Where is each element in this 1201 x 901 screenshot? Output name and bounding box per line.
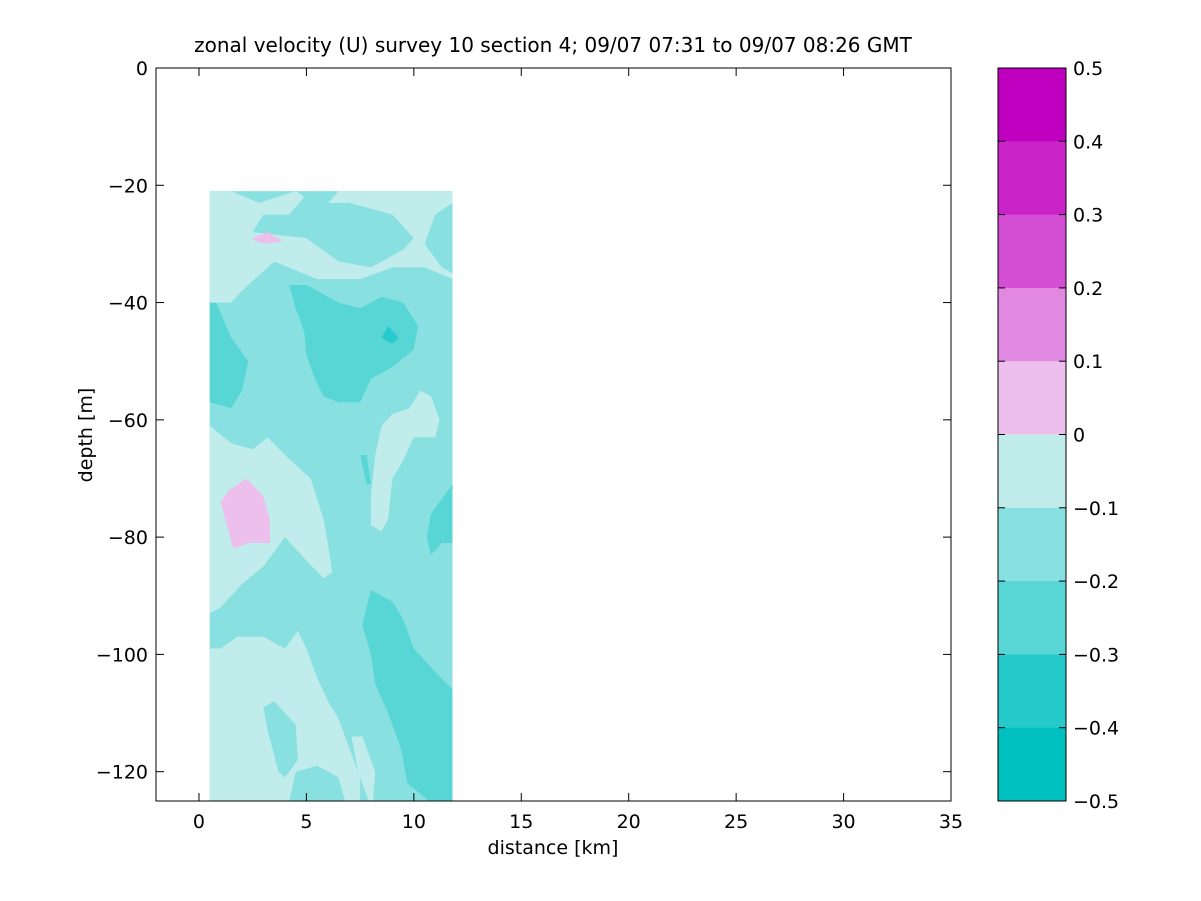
- x-tick-label: 30: [831, 811, 855, 833]
- y-tick-label: −120: [96, 762, 148, 784]
- y-tick-label: −80: [108, 527, 148, 549]
- contour-region: [209, 191, 453, 303]
- colorbar-level: [998, 581, 1066, 655]
- contour-region: [362, 589, 453, 801]
- colorbar-ticks: 0.5 0.4 0.3 0.2 0.1 0 −0.1 −0.2 −0.3 −0.4 −0.5: [998, 58, 1119, 813]
- colorbar-tick-label: 0.2: [1073, 278, 1103, 300]
- colorbar-level: [998, 68, 1066, 142]
- colorbar-level: [998, 507, 1066, 582]
- colorbar-tick-label: −0.1: [1073, 498, 1119, 520]
- x-tick-label: 5: [300, 811, 312, 833]
- colorbar: 0.5 0.4 0.3 0.2 0.1 0 −0.1 −0.2 −0.3 −0.4 −0.5: [997, 58, 1119, 813]
- plot-area: 0 5 10 15 20 25 30 35 0 −20 −40 −60 −80 −100 −120: [96, 58, 963, 833]
- colorbar-level: [998, 214, 1066, 289]
- contour-region: [252, 232, 283, 244]
- colorbar-tick-label: 0.3: [1073, 205, 1103, 227]
- colorbar-tick-label: 0.4: [1073, 131, 1103, 153]
- y-tick-label: −20: [108, 175, 148, 197]
- x-tick-label: 35: [939, 811, 963, 833]
- y-axis: 0 −20 −40 −60 −80 −100 −120: [96, 58, 951, 784]
- colorbar-tick-label: 0.5: [1073, 58, 1103, 80]
- y-tick-label: −40: [108, 293, 148, 315]
- chart-title: zonal velocity (U) survey 10 section 4; …: [194, 33, 913, 57]
- colorbar-tick-label: −0.4: [1073, 718, 1119, 740]
- x-tick-label: 15: [509, 811, 533, 833]
- x-axis: 0 5 10 15 20 25 30 35: [193, 68, 963, 833]
- contour-region: [263, 701, 298, 778]
- colorbar-tick-label: −0.2: [1073, 571, 1119, 593]
- y-tick-label: −100: [96, 644, 148, 666]
- contour-region: [351, 736, 376, 801]
- contour-region: [426, 484, 453, 555]
- x-tick-label: 0: [193, 811, 205, 833]
- contour-region: [209, 302, 249, 409]
- contour-regions: [209, 191, 453, 802]
- colorbar-level: [998, 287, 1066, 362]
- colorbar-tick-label: 0.1: [1073, 351, 1103, 373]
- x-tick-label: 20: [617, 811, 641, 833]
- colorbar-level: [998, 141, 1066, 216]
- colorbar-levels: [998, 68, 1066, 802]
- contour-region: [209, 425, 333, 614]
- contour-region: [319, 326, 326, 344]
- colorbar-level: [998, 434, 1066, 509]
- contour-region: [381, 326, 399, 344]
- y-tick-label: 0: [136, 58, 148, 80]
- x-axis-label: distance [km]: [488, 837, 619, 859]
- x-tick-label: 25: [724, 811, 748, 833]
- colorbar-level: [998, 654, 1066, 729]
- contour-region: [370, 390, 440, 532]
- colorbar-tick-label: −0.3: [1073, 644, 1119, 666]
- colorbar-tick-label: 0: [1073, 425, 1085, 447]
- colorbar-level: [998, 361, 1066, 435]
- contour-region: [360, 455, 371, 485]
- x-tick-label: 10: [402, 811, 426, 833]
- colorbar-level: [998, 727, 1066, 802]
- y-axis-label: depth [m]: [75, 388, 97, 483]
- plot-frame: [155, 67, 952, 802]
- contour-region: [220, 478, 270, 549]
- contour-region: [289, 285, 419, 403]
- colorbar-tick-label: −0.5: [1073, 791, 1119, 813]
- y-tick-label: −60: [108, 410, 148, 432]
- contour-region: [289, 765, 346, 801]
